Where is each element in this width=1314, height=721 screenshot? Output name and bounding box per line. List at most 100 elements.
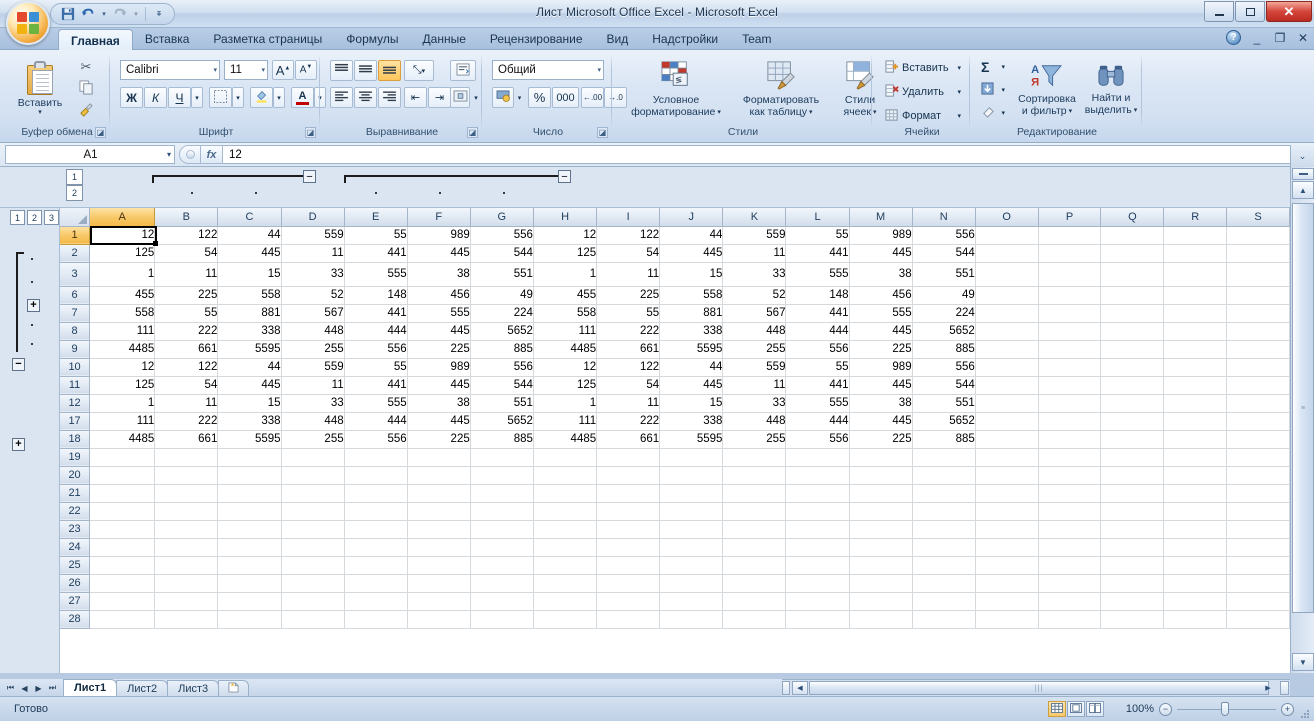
align-bottom-button[interactable]: [378, 60, 401, 81]
cell-B2[interactable]: 54: [154, 244, 219, 263]
cell-D24[interactable]: [281, 538, 345, 557]
cell-E18[interactable]: 556: [344, 430, 408, 449]
italic-button[interactable]: К: [144, 87, 167, 108]
format-painter-button[interactable]: [74, 100, 98, 121]
cell-Q1[interactable]: [1100, 226, 1165, 245]
cell-A22[interactable]: [89, 502, 156, 521]
cell-E8[interactable]: 444: [344, 322, 408, 341]
cell-D10[interactable]: 559: [281, 358, 345, 377]
cell-S23[interactable]: [1226, 520, 1290, 539]
cell-L2[interactable]: 441: [785, 244, 850, 263]
prev-sheet-button[interactable]: ◀: [21, 683, 28, 693]
cell-O24[interactable]: [975, 538, 1039, 557]
currency-button[interactable]: [492, 87, 514, 108]
cell-P23[interactable]: [1038, 520, 1102, 539]
cell-K9[interactable]: 255: [722, 340, 787, 359]
cell-F22[interactable]: [407, 502, 471, 521]
cell-S10[interactable]: [1226, 358, 1290, 377]
cell-N26[interactable]: [912, 574, 976, 593]
cell-K26[interactable]: [722, 574, 787, 593]
help-icon[interactable]: ?: [1226, 30, 1241, 45]
cell-P28[interactable]: [1038, 610, 1102, 629]
cell-Q7[interactable]: [1100, 304, 1165, 323]
cell-K2[interactable]: 11: [722, 244, 787, 263]
row-header-18[interactable]: 18: [60, 430, 91, 449]
cell-Q10[interactable]: [1100, 358, 1165, 377]
cell-N24[interactable]: [912, 538, 976, 557]
cell-N20[interactable]: [912, 466, 976, 485]
cell-N12[interactable]: 551: [912, 394, 976, 413]
zoom-in-button[interactable]: +: [1281, 702, 1294, 716]
font-name-combo[interactable]: Calibri ▾: [120, 60, 220, 80]
cell-Q11[interactable]: [1100, 376, 1165, 395]
cell-I9[interactable]: 661: [596, 340, 661, 359]
cell-D8[interactable]: 448: [281, 322, 345, 341]
cell-A26[interactable]: [89, 574, 156, 593]
zoom-slider[interactable]: − +: [1159, 701, 1294, 717]
cell-M20[interactable]: [849, 466, 913, 485]
fill-color-button[interactable]: [250, 87, 273, 108]
formula-bar-expand-arrow[interactable]: ⌄: [1290, 145, 1314, 167]
undo-dropdown-icon[interactable]: ▾: [102, 11, 106, 18]
cell-C11[interactable]: 445: [217, 376, 282, 395]
autosum-button[interactable]: Σ ▾: [976, 56, 1010, 78]
cell-Q6[interactable]: [1100, 286, 1165, 305]
cell-Q23[interactable]: [1100, 520, 1165, 539]
minimize-button[interactable]: [1204, 1, 1234, 22]
cell-S25[interactable]: [1226, 556, 1290, 575]
column-header-E[interactable]: E: [344, 208, 408, 227]
row-header-22[interactable]: 22: [60, 502, 91, 521]
cell-P6[interactable]: [1038, 286, 1102, 305]
cell-S11[interactable]: [1226, 376, 1290, 395]
cell-F20[interactable]: [407, 466, 471, 485]
cell-F17[interactable]: 445: [407, 412, 471, 431]
cell-H17[interactable]: 111: [533, 412, 598, 431]
cell-M8[interactable]: 445: [849, 322, 913, 341]
cell-H6[interactable]: 455: [533, 286, 598, 305]
cell-H27[interactable]: [533, 592, 598, 611]
cell-Q25[interactable]: [1100, 556, 1165, 575]
cell-M25[interactable]: [849, 556, 913, 575]
underline-button[interactable]: Ч: [168, 87, 191, 108]
cell-P20[interactable]: [1038, 466, 1102, 485]
fill-color-dropdown[interactable]: ▾: [273, 87, 285, 108]
grow-font-button[interactable]: A▲: [272, 60, 294, 80]
split-horizontal-handle[interactable]: [782, 681, 790, 695]
resize-grip-icon[interactable]: [1299, 707, 1311, 719]
cell-D12[interactable]: 33: [281, 394, 345, 413]
column-outline-level-1[interactable]: 1: [66, 169, 83, 185]
scroll-down-button[interactable]: ▼: [1292, 653, 1314, 671]
cell-P21[interactable]: [1038, 484, 1102, 503]
cell-C25[interactable]: [217, 556, 282, 575]
column-header-M[interactable]: M: [849, 208, 913, 227]
cell-D7[interactable]: 567: [281, 304, 345, 323]
cell-C23[interactable]: [217, 520, 282, 539]
cell-Q8[interactable]: [1100, 322, 1165, 341]
cell-E27[interactable]: [344, 592, 408, 611]
row-header-20[interactable]: 20: [60, 466, 91, 485]
cell-K28[interactable]: [722, 610, 787, 629]
cell-B9[interactable]: 661: [154, 340, 219, 359]
cell-L21[interactable]: [785, 484, 850, 503]
cell-C10[interactable]: 44: [217, 358, 282, 377]
clipboard-dialog-launcher[interactable]: ◪: [95, 127, 106, 138]
cell-L26[interactable]: [785, 574, 850, 593]
cell-O7[interactable]: [975, 304, 1039, 323]
column-header-F[interactable]: F: [407, 208, 471, 227]
cell-D27[interactable]: [281, 592, 345, 611]
cell-D2[interactable]: 11: [281, 244, 345, 263]
cell-R1[interactable]: [1163, 226, 1228, 245]
cell-N23[interactable]: [912, 520, 976, 539]
cell-J21[interactable]: [659, 484, 724, 503]
row-header-25[interactable]: 25: [60, 556, 91, 575]
cell-M22[interactable]: [849, 502, 913, 521]
cell-J17[interactable]: 338: [659, 412, 724, 431]
column-header-O[interactable]: O: [975, 208, 1039, 227]
cell-B19[interactable]: [154, 448, 219, 467]
cell-D25[interactable]: [281, 556, 345, 575]
tab-home[interactable]: Главная: [58, 29, 133, 50]
column-header-J[interactable]: J: [659, 208, 724, 227]
zoom-thumb[interactable]: [1221, 702, 1229, 716]
cell-M2[interactable]: 445: [849, 244, 913, 263]
row-header-12[interactable]: 12: [60, 394, 91, 413]
